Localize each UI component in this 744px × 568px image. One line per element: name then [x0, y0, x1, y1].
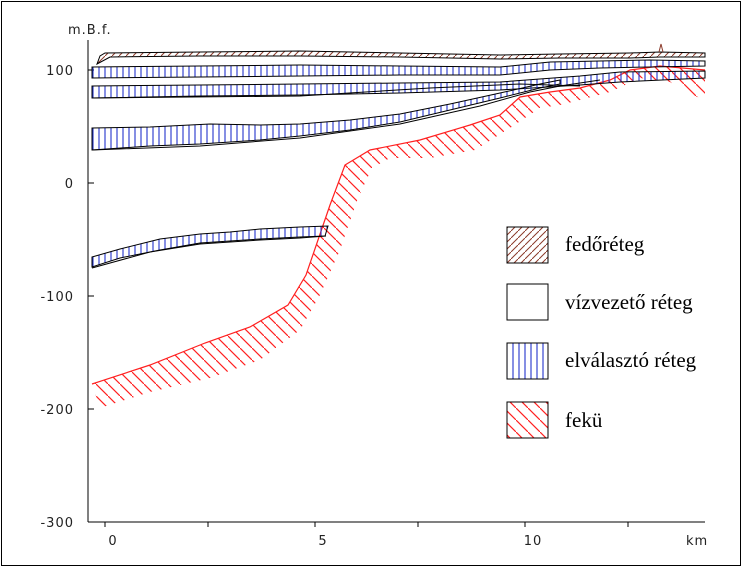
y-axis: m.B.f.	[68, 23, 112, 522]
legend-label-bedrock: fekü	[565, 408, 603, 432]
y-tick-label: -100	[40, 290, 74, 305]
legend-label-cover: fedőréteg	[565, 232, 645, 256]
aquitard-layers	[91, 59, 706, 268]
y-tick-label: -200	[40, 403, 74, 418]
legend-item-bedrock: fekü	[506, 401, 603, 439]
legend-swatch-aquifer	[506, 283, 549, 321]
legend-item-aquitard: elválasztó réteg	[506, 342, 697, 380]
x-tick-label: 10	[524, 534, 543, 549]
legend: fedőréteg vízvezető réteg elválasztó rét…	[506, 226, 697, 439]
legend-item-cover: fedőréteg	[506, 226, 645, 264]
y-tick-label: 0	[65, 177, 74, 192]
cover-layer	[96, 43, 706, 66]
y-tick-label: 100	[46, 64, 74, 79]
legend-item-aquifer: vízvezető réteg	[506, 283, 693, 321]
legend-label-aquitard: elválasztó réteg	[565, 348, 697, 372]
x-tick-label: 0	[108, 534, 117, 549]
x-tick-label: 5	[318, 534, 327, 549]
x-axis-unit: km	[686, 534, 708, 549]
y-tick-label: -300	[40, 516, 74, 531]
legend-swatch-bedrock	[506, 401, 549, 439]
x-ticks: 0 5 10	[104, 522, 543, 549]
legend-swatch-cover	[506, 226, 549, 264]
y-axis-unit: m.B.f.	[68, 23, 112, 38]
aquifer-boundaries	[91, 79, 601, 269]
x-minor-ticks	[207, 522, 629, 527]
y-ticks: 100 0 -100 -200 -300	[40, 64, 94, 531]
legend-swatch-aquitard	[506, 342, 549, 380]
x-axis: km	[88, 521, 708, 549]
legend-label-aquifer: vízvezető réteg	[565, 290, 693, 314]
